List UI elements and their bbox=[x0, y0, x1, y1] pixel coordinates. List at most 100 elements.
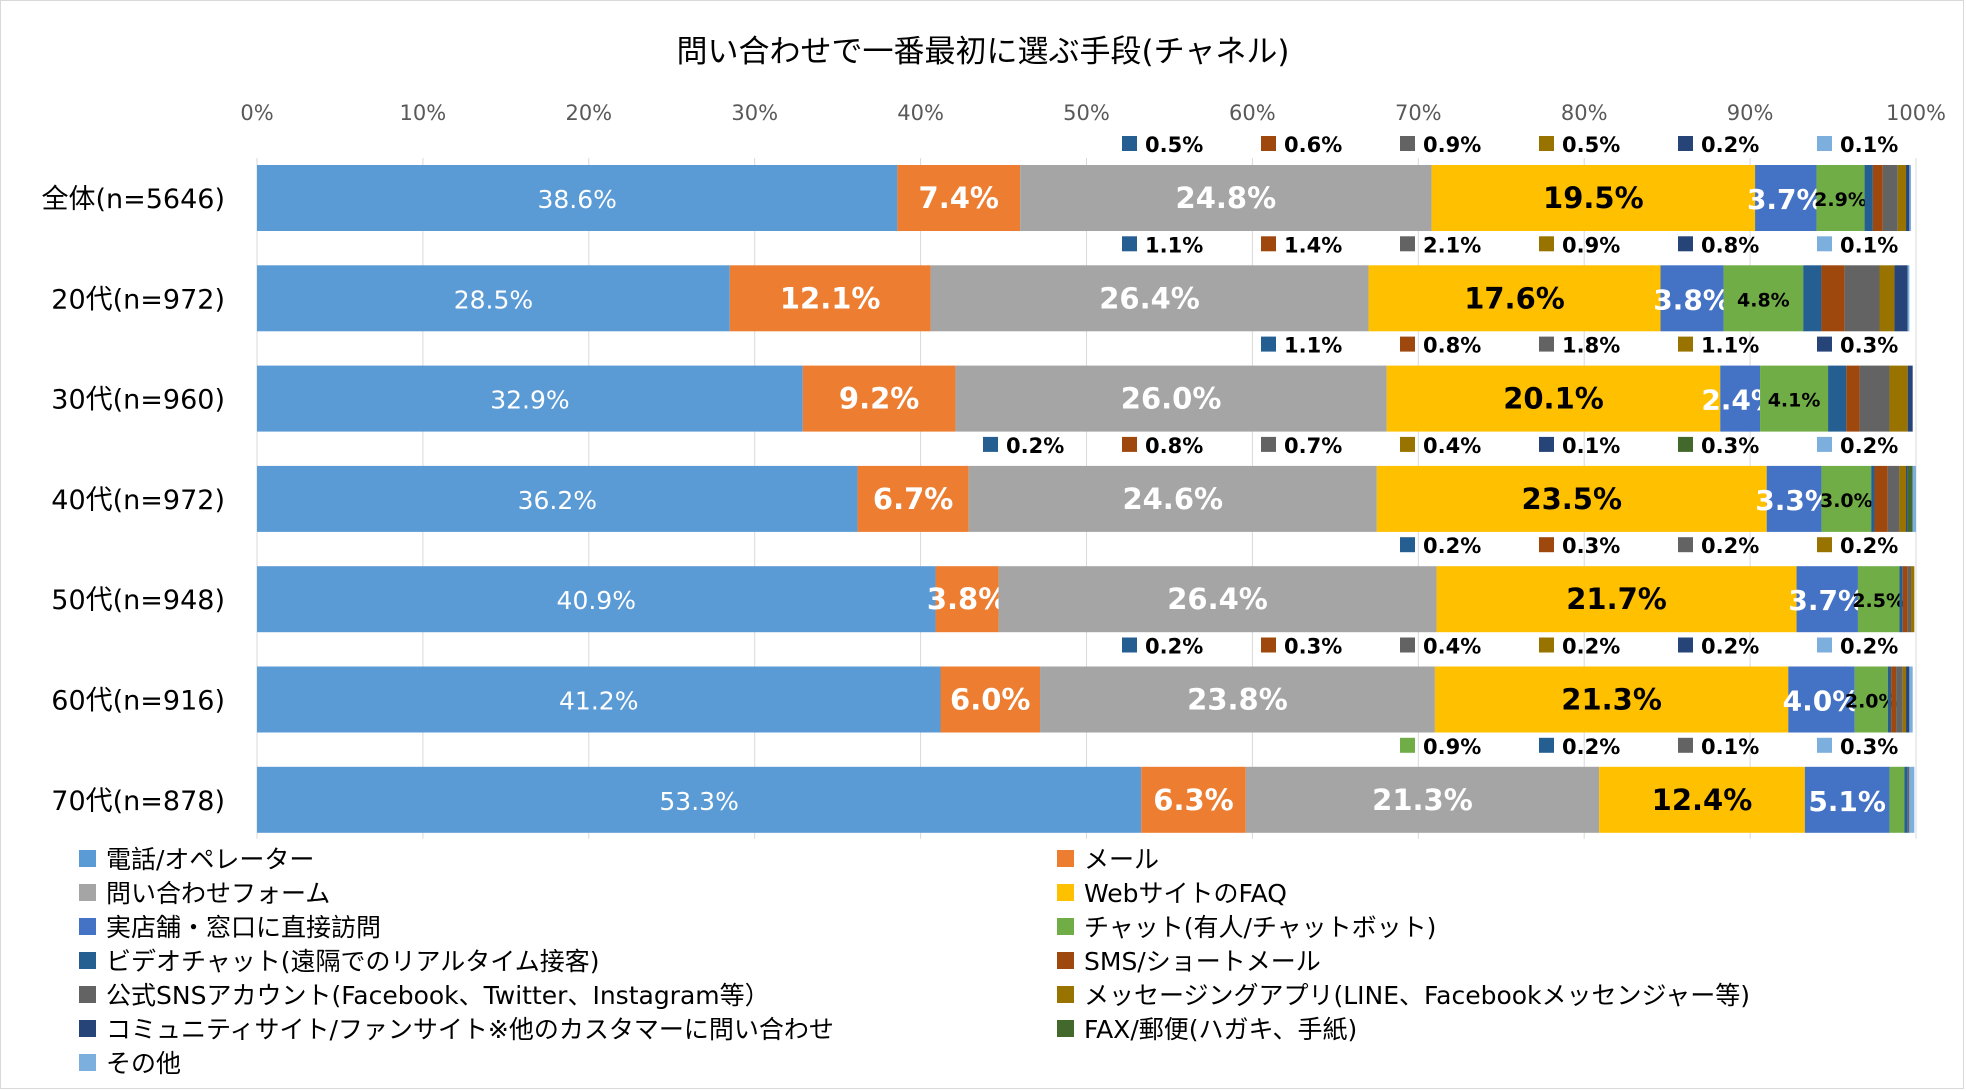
legend-label: 電話/オペレーター bbox=[106, 845, 314, 874]
bar-segment bbox=[930, 265, 1369, 332]
bar-segment bbox=[1879, 265, 1895, 332]
data-label: 0.3% bbox=[1701, 434, 1759, 458]
category-label: 60代(n=916) bbox=[51, 686, 225, 717]
bar-segment bbox=[998, 566, 1437, 633]
legend-swatch bbox=[79, 986, 96, 1003]
bar-segment bbox=[1245, 766, 1600, 833]
x-tick-label: 90% bbox=[1727, 101, 1774, 125]
legend-swatch bbox=[79, 1020, 96, 1037]
label-marker bbox=[1261, 436, 1276, 452]
bar-segment bbox=[857, 465, 969, 532]
label-marker bbox=[1817, 637, 1832, 653]
legend-label: FAX/郵便(ハガキ、手紙) bbox=[1084, 1015, 1357, 1044]
data-label: 0.9% bbox=[1423, 133, 1481, 157]
category-label: 30代(n=960) bbox=[51, 385, 225, 416]
bar-segment bbox=[1912, 465, 1916, 532]
bar-segment bbox=[1864, 165, 1873, 231]
bar-segment bbox=[1906, 465, 1908, 532]
label-marker bbox=[1400, 537, 1415, 553]
bar-segment bbox=[1874, 465, 1888, 532]
data-label: 21.3% bbox=[1561, 683, 1662, 717]
label-marker bbox=[1400, 737, 1415, 753]
label-marker bbox=[1817, 336, 1832, 352]
data-label: 3.8% bbox=[1653, 283, 1731, 316]
data-label: 21.3% bbox=[1372, 783, 1473, 817]
label-marker bbox=[983, 436, 998, 452]
data-label: 7.4% bbox=[919, 181, 999, 215]
chart-title: 問い合わせで一番最初に選ぶ手段(チャネル) bbox=[677, 34, 1290, 70]
label-marker bbox=[1122, 236, 1137, 252]
bar-segment bbox=[1887, 666, 1892, 733]
bar-segment bbox=[1896, 666, 1903, 733]
data-label: 20.1% bbox=[1503, 382, 1604, 416]
data-label: 38.6% bbox=[537, 185, 616, 214]
legend-swatch bbox=[79, 1054, 96, 1071]
label-marker bbox=[1817, 236, 1832, 252]
bar-segment bbox=[1844, 265, 1880, 332]
bar-segment bbox=[1909, 666, 1913, 733]
data-label: 36.2% bbox=[518, 486, 597, 515]
bar-segment bbox=[1376, 465, 1767, 532]
bar-segment bbox=[1902, 666, 1907, 733]
label-marker bbox=[1539, 637, 1554, 653]
bar-segment bbox=[955, 365, 1387, 432]
x-tick-label: 50% bbox=[1063, 101, 1110, 125]
bar-segment bbox=[1911, 566, 1915, 633]
legend-label: メッセージングアプリ(LINE、Facebookメッセンジャー等) bbox=[1084, 981, 1750, 1010]
x-tick-label: 20% bbox=[565, 101, 612, 125]
data-label: 12.1% bbox=[780, 281, 881, 315]
bar-segment bbox=[1909, 165, 1912, 231]
x-tick-label: 0% bbox=[240, 101, 273, 125]
label-marker bbox=[1678, 737, 1693, 753]
data-label: 4.0% bbox=[1783, 685, 1861, 718]
label-marker bbox=[1122, 637, 1137, 653]
data-label: 2.9% bbox=[1814, 189, 1867, 211]
data-label: 0.5% bbox=[1562, 133, 1620, 157]
label-marker bbox=[1261, 136, 1276, 151]
data-label: 24.8% bbox=[1176, 181, 1277, 215]
data-label: 17.6% bbox=[1464, 281, 1565, 315]
data-label: 4.8% bbox=[1737, 289, 1790, 311]
bar-segment bbox=[1803, 265, 1822, 332]
label-marker bbox=[1539, 336, 1554, 352]
legend-swatch bbox=[1057, 918, 1074, 935]
label-marker bbox=[1817, 737, 1832, 753]
legend-label: メール bbox=[1084, 845, 1159, 874]
bar-segment bbox=[1040, 666, 1435, 733]
data-label: 23.5% bbox=[1521, 482, 1622, 516]
bar-segment bbox=[1889, 766, 1905, 833]
bar-segment bbox=[1899, 465, 1907, 532]
label-marker bbox=[1400, 236, 1415, 252]
data-label: 5.1% bbox=[1808, 785, 1886, 818]
data-label: 3.0% bbox=[1820, 490, 1873, 512]
legend-label: WebサイトのFAQ bbox=[1084, 879, 1287, 908]
label-marker bbox=[1678, 436, 1693, 452]
data-label: 1.8% bbox=[1562, 334, 1620, 358]
legend-label: 公式SNSアカウント(Facebook、Twitter、Instagram等） bbox=[106, 981, 770, 1010]
bar-segment bbox=[257, 566, 936, 633]
bar-segment bbox=[1906, 666, 1910, 733]
label-marker bbox=[1817, 136, 1832, 151]
bar-segment bbox=[935, 566, 999, 633]
bar-segment bbox=[1889, 365, 1908, 432]
data-label: 2.1% bbox=[1423, 233, 1481, 257]
data-label: 26.4% bbox=[1167, 582, 1268, 616]
data-label: 1.1% bbox=[1701, 334, 1759, 358]
data-label: 6.7% bbox=[873, 482, 953, 516]
bar-segment bbox=[897, 165, 1021, 231]
legend-label: 問い合わせフォーム bbox=[106, 879, 330, 908]
data-label: 0.9% bbox=[1562, 233, 1620, 257]
data-label: 0.2% bbox=[1701, 534, 1759, 558]
data-label: 1.4% bbox=[1284, 233, 1342, 257]
data-label: 0.8% bbox=[1145, 434, 1203, 458]
data-label: 0.3% bbox=[1562, 534, 1620, 558]
data-label: 0.3% bbox=[1840, 735, 1898, 759]
label-marker bbox=[1539, 136, 1554, 151]
bar-segment bbox=[1386, 365, 1721, 432]
label-marker bbox=[1678, 336, 1693, 352]
data-label: 1.1% bbox=[1145, 233, 1203, 257]
legend-swatch bbox=[1057, 850, 1074, 867]
data-label: 0.3% bbox=[1840, 334, 1898, 358]
bar-segment bbox=[968, 465, 1377, 532]
bar-segment bbox=[1859, 365, 1890, 432]
